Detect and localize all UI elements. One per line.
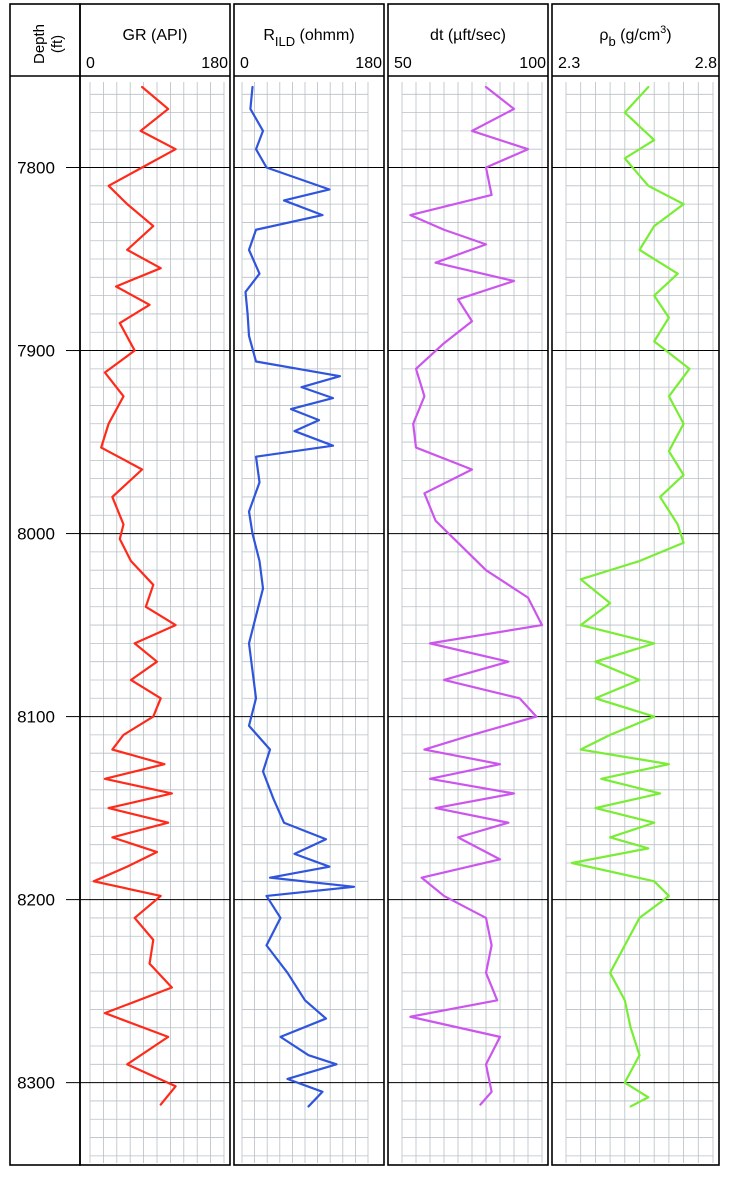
depth-axis-label: Depth <box>31 24 48 64</box>
series-line-dt <box>409 85 544 1106</box>
track-rild: RILD (ohmm) 0 180 <box>233 3 385 1166</box>
track-grid-gr <box>80 82 230 1163</box>
track-grid-rhob <box>552 82 719 1163</box>
track-min-label-rhob: 2.3 <box>558 55 580 72</box>
track-max-label-gr: 180 <box>201 55 228 72</box>
series-line-gr <box>92 85 177 1106</box>
track-min-label-gr: 0 <box>86 55 95 72</box>
track-dt: dt (µft/sec) 50 100 <box>387 3 549 1166</box>
track-border-rild <box>233 3 385 1166</box>
depth-tick-label: 8300 <box>17 1074 55 1093</box>
track-rhob: ρb (g/cm3) 2.3 2.8 <box>551 3 720 1166</box>
frame-group <box>9 3 81 1166</box>
track-grid-dt <box>388 82 548 1163</box>
depth-tick-label: 8100 <box>17 708 55 727</box>
track-max-label-dt: 100 <box>519 55 546 72</box>
depth-axis-group: 7800 7900 8000 8100 8200 8300 <box>17 159 80 1093</box>
track-title-dt: dt (µft/sec) <box>430 27 506 44</box>
track-min-label-rild: 0 <box>240 55 249 72</box>
depth-tick-label: 8000 <box>17 525 55 544</box>
depth-tick-label: 7900 <box>17 342 55 361</box>
track-grid-rild <box>234 82 384 1163</box>
track-gr: GR (API) 0 180 <box>79 3 231 1166</box>
depth-axis-unit: (ft) <box>49 35 66 53</box>
depth-tick-label: 7800 <box>17 159 55 178</box>
track-min-label-dt: 50 <box>394 55 412 72</box>
track-border-dt <box>387 3 549 1166</box>
track-max-label-rild: 180 <box>355 55 382 72</box>
track-title-gr: GR (API) <box>123 27 188 44</box>
track-max-label-rhob: 2.8 <box>695 55 717 72</box>
depth-column-border <box>9 3 81 1166</box>
track-title-rild: RILD (ohmm) <box>263 27 354 49</box>
series-line-rhob <box>570 85 691 1108</box>
series-line-rild <box>244 85 356 1108</box>
track-title-rhob: ρb (g/cm3) <box>599 24 671 49</box>
track-border-rhob <box>551 3 720 1166</box>
header-group: Depth (ft) <box>31 24 66 64</box>
depth-tick-label: 8200 <box>17 891 55 910</box>
